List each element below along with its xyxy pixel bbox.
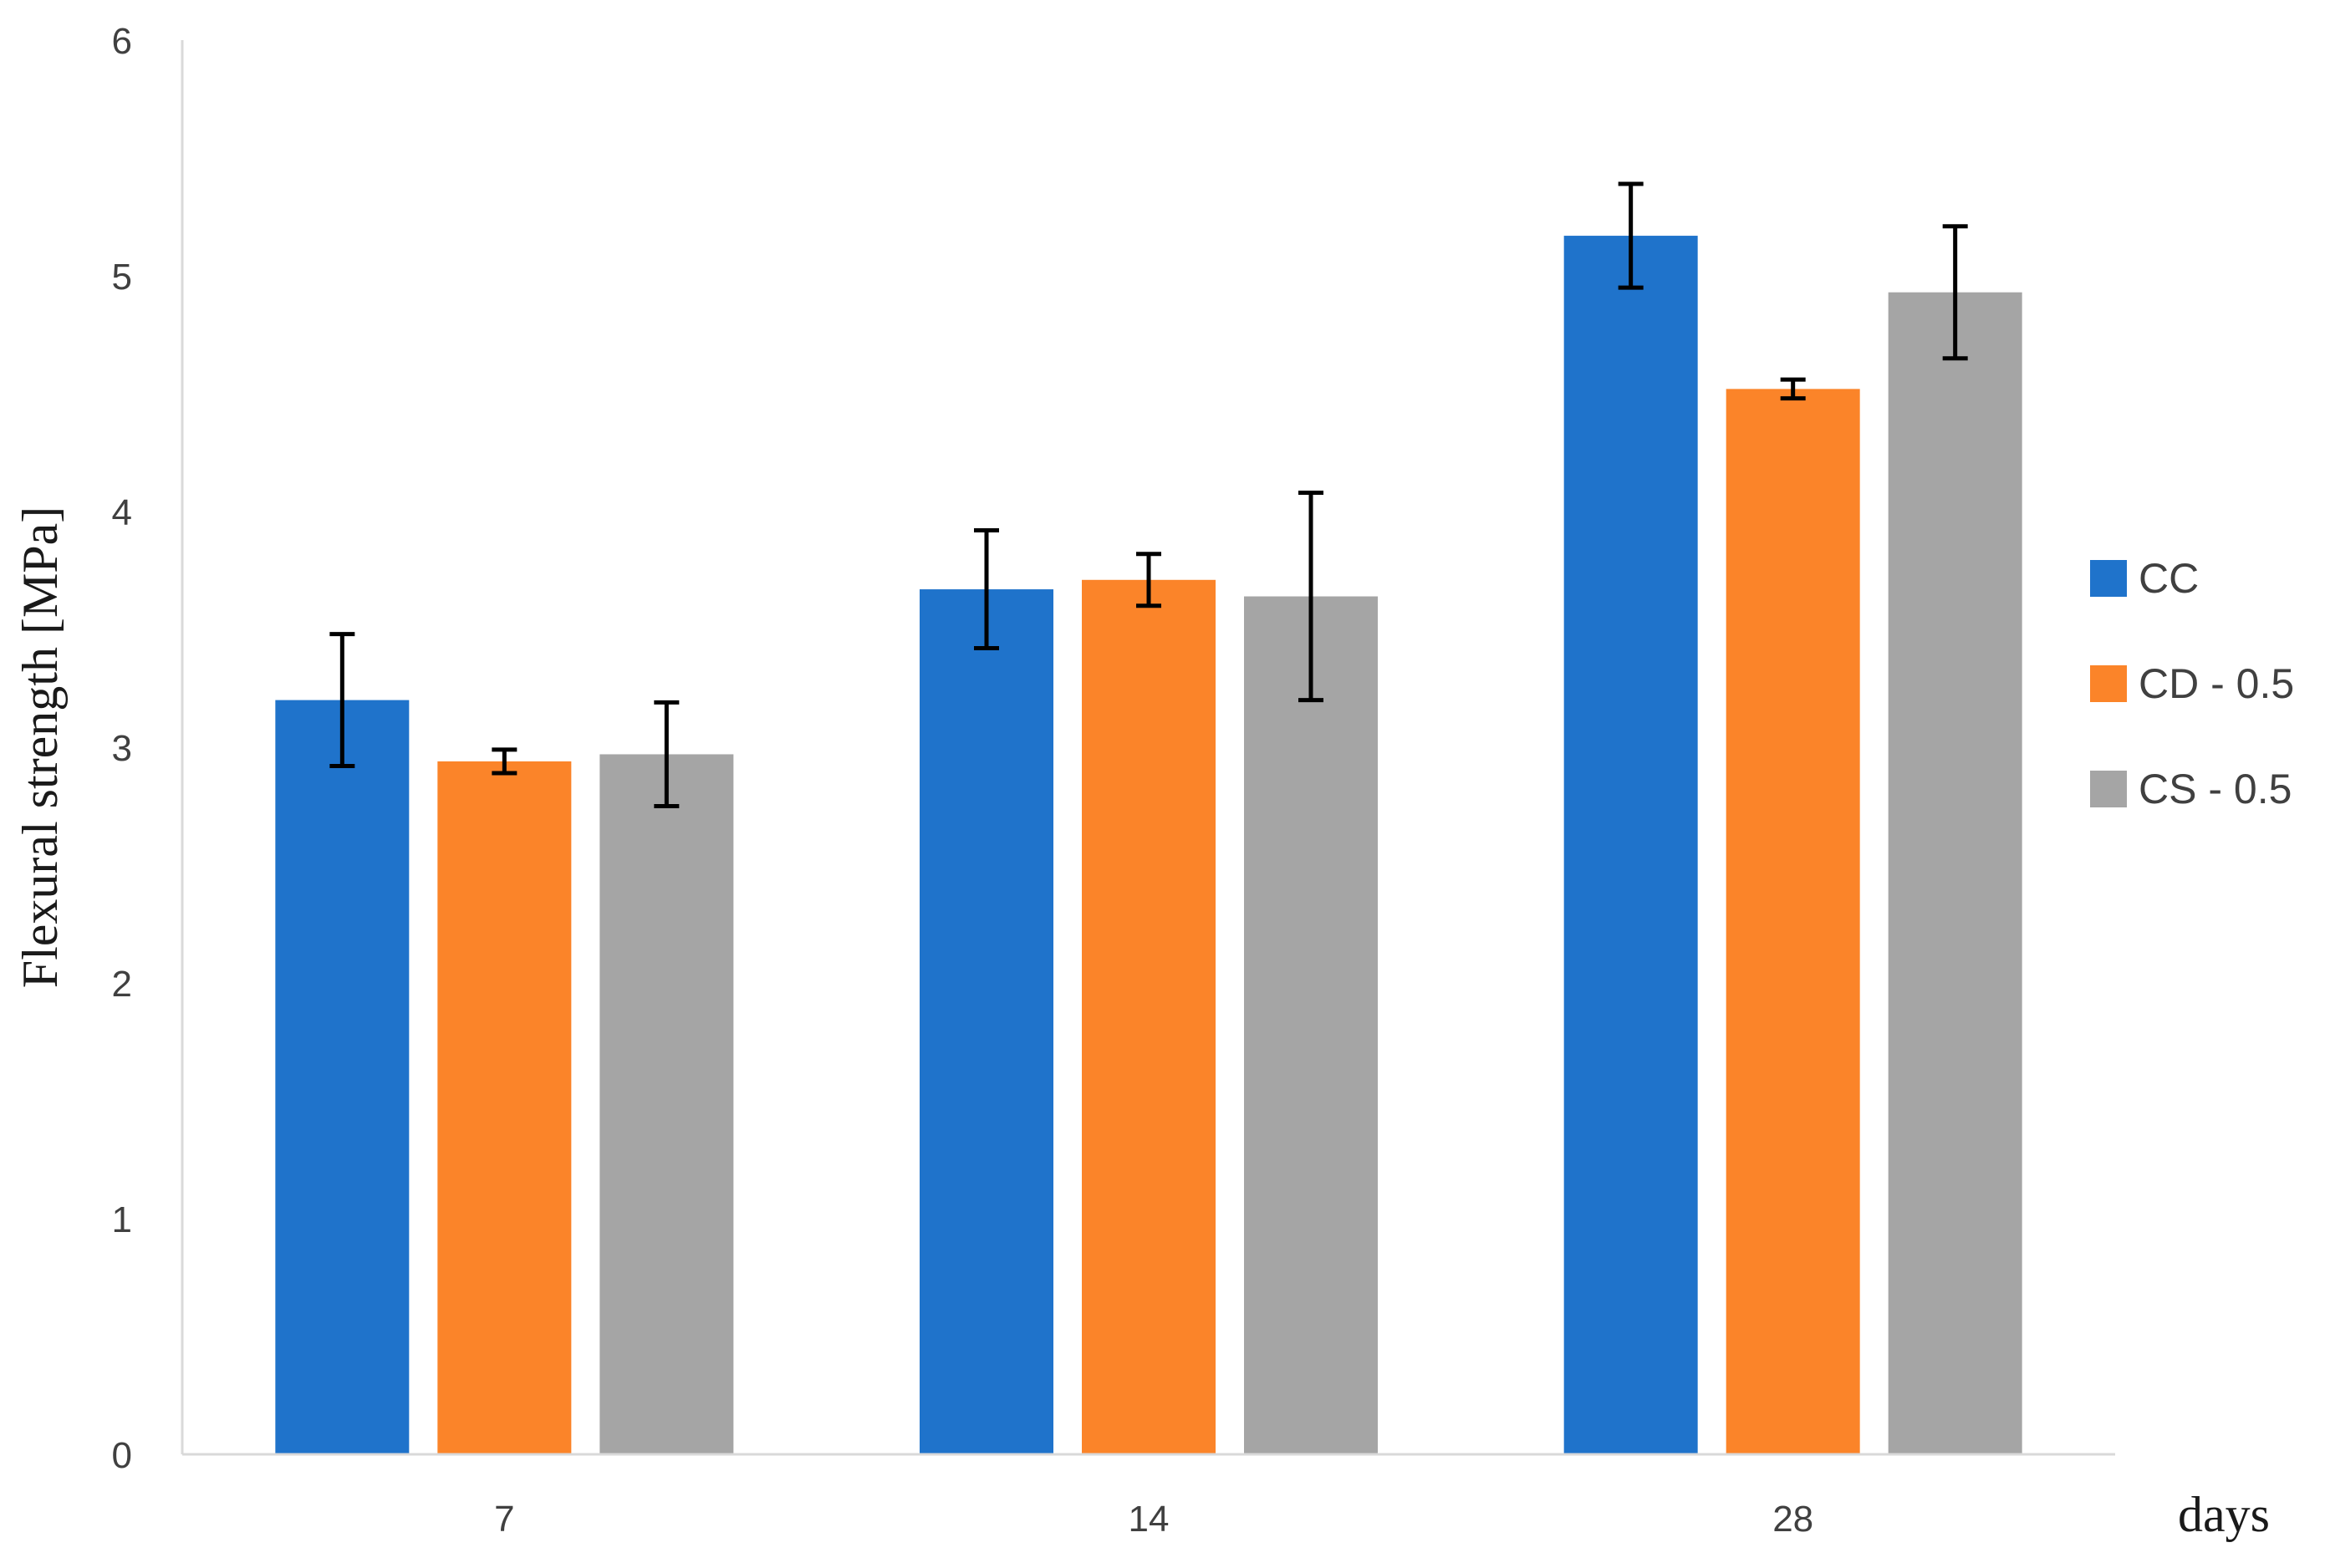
y-tick-label: 3 [112,728,132,769]
error-bar [329,632,355,769]
legend-swatch [2090,771,2127,807]
x-tick-label: 28 [1772,1499,1813,1540]
y-tick-label: 4 [112,492,132,533]
x-tick-label: 14 [1129,1499,1170,1540]
y-tick-label: 0 [112,1435,132,1476]
y-tick-label: 1 [112,1199,132,1240]
error-bar [1942,224,1968,361]
legend-item: CS - 0.5 [2090,766,2292,812]
error-bar [654,700,680,808]
y-tick-label: 5 [112,257,132,298]
error-bars [329,181,1968,808]
legend-item: CD - 0.5 [2090,660,2294,707]
x-tick-label: 7 [494,1499,514,1540]
error-bar [1618,181,1644,290]
y-axis-title: Flexural strength [MPa] [13,507,68,989]
bar-cc-28 [1563,236,1698,1454]
bar-cs-0-5-7 [599,754,734,1454]
bar-cd-0-5-28 [1726,389,1860,1454]
x-axis-title: days [2178,1487,2270,1542]
bar-cc-14 [920,589,1053,1454]
error-bar [492,747,518,776]
error-bar [1298,490,1323,703]
bar-cc-7 [275,700,410,1454]
legend-label: CD - 0.5 [2139,660,2294,707]
legend-swatch [2090,665,2127,702]
bar-cd-0-5-14 [1082,579,1216,1454]
legend-swatch [2090,560,2127,597]
x-axis-ticks: 7 14 28 [494,1499,1813,1540]
bars [275,236,2022,1454]
legend-label: CS - 0.5 [2139,766,2292,812]
error-bar [1136,552,1161,608]
y-tick-label: 6 [112,21,132,62]
y-axis-ticks: 0 1 2 3 4 5 6 [112,21,132,1476]
legend: CC CD - 0.5 CS - 0.5 [2090,555,2294,812]
error-bar [974,528,999,651]
legend-label: CC [2139,555,2199,602]
error-bar [1780,377,1806,401]
bar-cd-0-5-7 [437,761,572,1454]
y-tick-label: 2 [112,964,132,1005]
bar-cs-0-5-14 [1244,596,1378,1454]
legend-item: CC [2090,555,2199,602]
bar-cs-0-5-28 [1888,292,2022,1454]
